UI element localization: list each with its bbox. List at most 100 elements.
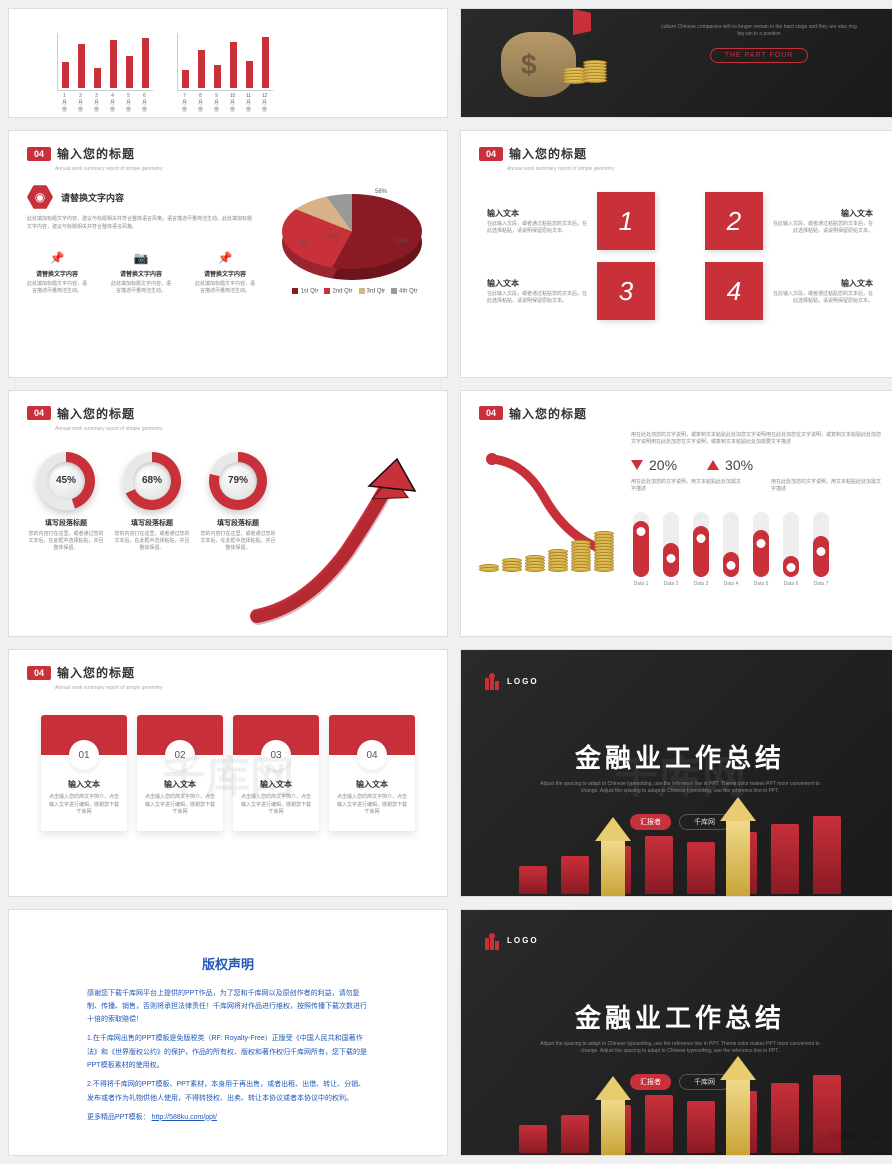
info-card: 03输入文本点击输入您的简文字简介，点击输入文字进行编辑，感谢您下载千库网: [233, 715, 319, 831]
slide-title: 输入您的标题: [509, 145, 587, 162]
slide-badge: 04: [27, 147, 51, 161]
pie-chart: 58% 23% 10% 9% 1st Qtr2nd Qtr3rd Qtr4th …: [275, 184, 429, 295]
slide-cover-2: LOGO 金融业工作总结 Adjust the spacing to adapt…: [460, 909, 892, 1157]
number-badge: 3: [597, 262, 655, 320]
number-badge: 4: [705, 262, 763, 320]
info-card: 02输入文本点击输入您的简文字简介，点击输入文字进行编辑，感谢您下载千库网: [137, 715, 223, 831]
icon-column: 📌请替换文字内容此处填加标题文字内容，语言描述尽量简洁生动。: [195, 251, 255, 295]
copyright-title: 版权声明: [87, 954, 369, 973]
cover-subtitle: Adjust the spacing to adapt to Chinese t…: [479, 781, 881, 795]
slide-cover-1: LOGO 金融业工作总结 Adjust the spacing to adapt…: [460, 649, 892, 897]
copyright-p3: 2.不得将千库网的PPT模板、PPT素材，本身用于再出售，或者出租、出借、转让、…: [87, 1078, 369, 1105]
numbered-box: 输入文本在此输入文段，或者通过粘贴您的文本后，在此选择粘贴，请说明保留原始文本。…: [487, 192, 674, 250]
coin-stack: [525, 557, 545, 572]
content-desc: 此处填加标题文字内容，建议与标题相关并符合整体语言风格，语言描述尽量简洁生动。此…: [27, 216, 255, 231]
card-number: 04: [357, 740, 387, 770]
gold-arrow-icon: [601, 1100, 625, 1155]
slide-subtitle: Annual work summary report of simple geo…: [55, 166, 429, 172]
coin-stack: [594, 533, 614, 572]
slide-donuts-arrow: 04 输入您的标题 Annual work summary report of …: [8, 390, 448, 638]
logo-icon: [483, 672, 501, 690]
card-number: 01: [69, 740, 99, 770]
pie-legend: 1st Qtr2nd Qtr3rd Qtr4th Qtr: [275, 288, 429, 295]
slide-badge: 04: [27, 406, 51, 420]
numbered-box: 输入文本在此输入文段，或者通过粘贴您的文本后，在此选择粘贴，请说明保留原始文本。…: [686, 192, 873, 250]
slide-title: 输入您的标题: [57, 145, 135, 162]
gold-arrow-icon: [601, 841, 625, 896]
upward-arrow-icon: [247, 451, 427, 626]
number-badge: 2: [705, 192, 763, 250]
chart-icon: ◉: [27, 184, 53, 210]
capsule-bar: Data 3: [691, 512, 711, 587]
gold-arrow-icon: [726, 821, 750, 896]
capsule-bar: Data 6: [781, 512, 801, 587]
copyright-p1: 感谢您下载千库网平台上提供的PPT作品，为了您和千库网以及原创作者的利益，请勿复…: [87, 987, 369, 1027]
feature-icon: 📌: [195, 251, 255, 265]
logo-text: LOGO: [507, 936, 539, 945]
content-heading: 请替换文字内容: [61, 191, 124, 204]
capsule-bar: Data 4: [721, 512, 741, 587]
slide-bars-months: 1月份2月份3月份4月份5月份6月份 7月份8月份9月份10月份11月份12月份: [8, 8, 448, 118]
logo-icon: [483, 932, 501, 950]
capsule-bar: Data 2: [661, 512, 681, 587]
triangle-up-icon: [707, 460, 719, 470]
copyright-link-row: 更多精品PPT模板： http://588ku.com/ppt/: [87, 1111, 369, 1124]
slide-part-four: $ culture Chinese companies will no long…: [460, 8, 892, 118]
slide-badge: 04: [27, 666, 51, 680]
slide-badge: 04: [479, 147, 503, 161]
cover-bar-chart: [461, 1075, 892, 1155]
slide-title: 输入您的标题: [509, 405, 587, 422]
cover-title: 金融业工作总结: [479, 738, 881, 775]
slide-numbered-boxes: 04 输入您的标题 Annual work summary report of …: [460, 130, 892, 378]
part-four-desc: culture Chinese companies will no longer…: [659, 24, 859, 38]
slide-title: 输入您的标题: [57, 664, 135, 681]
numbered-box: 输入文本在此输入文段，或者通过粘贴您的文本后，在此选择粘贴，请说明保留原始文本。…: [686, 262, 873, 320]
numbered-box: 输入文本在此输入文段，或者通过粘贴您的文本后，在此选择粘贴，请说明保留原始文本。…: [487, 262, 674, 320]
donut-chart: 68%: [123, 452, 181, 510]
cover-bar-chart: [461, 816, 892, 896]
capsule-bar: Data 1: [631, 512, 651, 587]
coin-stack: [548, 551, 568, 572]
number-badge: 1: [597, 192, 655, 250]
slide-cards: 04 输入您的标题 Annual work summary report of …: [8, 649, 448, 897]
copyright-p2: 1.在千库网出售的PPT模板是免版税类（RF: Royalty-Free）正版受…: [87, 1032, 369, 1072]
: 1月份2月份3月份4月份5月份6月份 7月份8月份9月份10月份11月份12月份: [27, 33, 429, 113]
slide-subtitle: Annual work summary report of simple geo…: [507, 166, 881, 172]
coin-stack: [571, 542, 591, 572]
info-card: 04输入文本点击输入您的简文字简介，点击输入文字进行编辑，感谢您下载千库网: [329, 715, 415, 831]
copyright-link[interactable]: http://588ku.com/ppt/: [152, 1114, 217, 1121]
part-four-button[interactable]: THE PART FOUR: [710, 48, 809, 63]
stat-item: 20%: [631, 457, 677, 473]
cover-subtitle: Adjust the spacing to adapt to Chinese t…: [479, 1041, 881, 1055]
card-number: 03: [261, 740, 291, 770]
slide-title: 输入您的标题: [57, 405, 135, 422]
triangle-down-icon: [631, 460, 643, 470]
slide-pie: 04 输入您的标题 Annual work summary report of …: [8, 130, 448, 378]
feature-icon: 📷: [111, 251, 171, 265]
icon-column: 📷请替换文字内容此处填加标题文字内容，语言描述尽量简洁生动。: [111, 251, 171, 295]
cover-title: 金融业工作总结: [479, 998, 881, 1035]
chart1: 1月份2月份3月份4月份5月份6月份: [57, 33, 153, 113]
slide-subtitle: Annual work summary report of simple geo…: [55, 426, 429, 432]
donut-chart: 45%: [37, 452, 95, 510]
slide-badge: 04: [479, 406, 503, 420]
coin-stacks-graphic: [479, 432, 615, 572]
chart2: 7月份8月份9月份10月份11月份12月份: [177, 33, 273, 113]
gold-arrow-icon: [726, 1080, 750, 1155]
capsule-bar: Data 5: [751, 512, 771, 587]
money-bag-graphic: $: [501, 14, 591, 99]
card-number: 02: [165, 740, 195, 770]
coin-stack: [502, 560, 522, 572]
coin-stack: [479, 566, 499, 572]
donut-column: 45%填写段落标题您的内容打在这里，或者通过您的文本后，在此框中选择粘贴，并且整…: [27, 452, 105, 552]
feature-icon: 📌: [27, 251, 87, 265]
slide-desc: 用在此处加您的文字说明，或复制文本粘贴此处加您文字说明用在此处加您在文字说明，或…: [631, 432, 881, 447]
info-card: 01输入文本点击输入您的简文字简介，点击输入文字进行编辑，感谢您下载千库网: [41, 715, 127, 831]
slide-coins-stats: 04 输入您的标题 用在此处加您的文字说明，或复制文本粘贴此处加您文字说明用在此…: [460, 390, 892, 638]
stat-item: 30%: [707, 457, 753, 473]
slide-copyright: 版权声明 感谢您下载千库网平台上提供的PPT作品，为了您和千库网以及原创作者的利…: [8, 909, 448, 1157]
donut-column: 68%填写段落标题您的内容打在这里，或者通过您的文本后，在此框中选择粘贴，并且整…: [113, 452, 191, 552]
capsule-bar: Data 7: [811, 512, 831, 587]
logo-text: LOGO: [507, 677, 539, 686]
icon-column: 📌请替换文字内容此处填加标题文字内容，语言描述尽量简洁生动。: [27, 251, 87, 295]
